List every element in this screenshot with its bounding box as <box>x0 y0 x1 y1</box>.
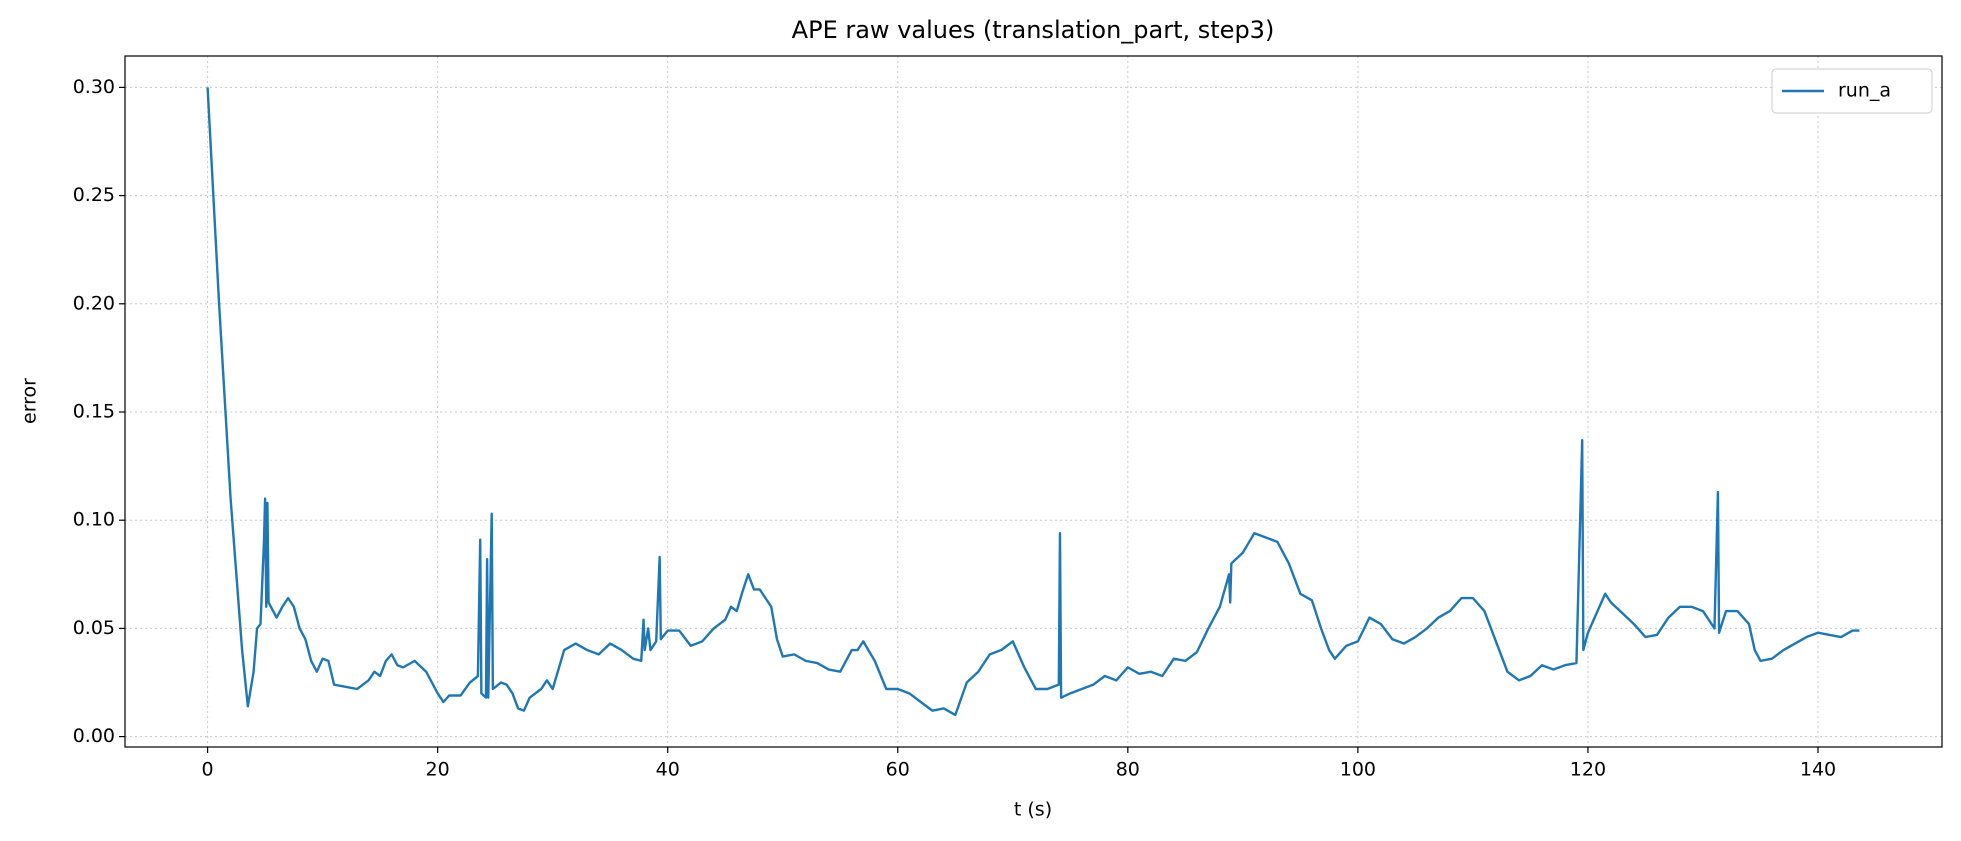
y-tick-label: 0.00 <box>73 725 115 747</box>
y-tick-label: 0.10 <box>73 509 115 531</box>
y-tick-label: 0.25 <box>73 184 115 206</box>
x-tick-label: 120 <box>1570 759 1606 781</box>
y-tick-label: 0.05 <box>73 617 115 639</box>
x-tick-label: 20 <box>426 759 450 781</box>
chart-title: APE raw values (translation_part, step3) <box>792 16 1275 44</box>
legend-box <box>1771 68 1933 114</box>
legend-label: run_a <box>1838 80 1891 102</box>
x-axis-label: t (s) <box>1014 799 1052 821</box>
data-line <box>206 87 1860 717</box>
x-tick-label: 40 <box>656 759 680 781</box>
x-tick-label: 100 <box>1340 759 1376 781</box>
x-tick-label: 140 <box>1800 759 1836 781</box>
x-tick-label: 60 <box>886 759 910 781</box>
y-tick-label: 0.15 <box>73 400 115 422</box>
x-tick-label: 80 <box>1116 759 1140 781</box>
x-tick-label: 0 <box>202 759 214 781</box>
plot-frame <box>124 55 1943 748</box>
y-tick-label: 0.20 <box>73 292 115 314</box>
y-tick-label: 0.30 <box>73 76 115 98</box>
y-axis-label: error <box>19 378 41 424</box>
